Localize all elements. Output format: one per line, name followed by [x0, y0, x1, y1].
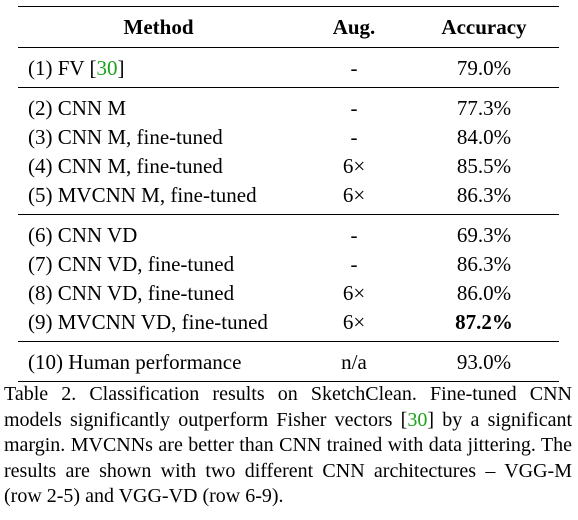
aug-cell: n/a: [341, 350, 367, 374]
header-row: Method Aug. Accuracy: [18, 6, 559, 48]
accuracy-cell: 93.0%: [456, 350, 512, 374]
accuracy-cell: 84.0%: [456, 125, 512, 149]
aug-cell: -: [350, 56, 358, 80]
table-row: (2) CNN M - 77.3%: [18, 87, 559, 124]
accuracy-cell: 86.0%: [456, 281, 512, 305]
aug-cell: 6×: [342, 154, 366, 178]
aug-cell: -: [350, 223, 358, 247]
accuracy-cell: 85.5%: [456, 154, 512, 178]
table-row: (7) CNN VD, fine-tuned - 86.3%: [18, 250, 559, 279]
method-cell: (4) CNN M, fine-tuned: [28, 154, 223, 178]
aug-cell: -: [350, 96, 358, 120]
best-accuracy-cell: 87.2%: [455, 310, 513, 334]
table-row: (9) MVCNN VD, fine-tuned 6× 87.2%: [18, 308, 559, 342]
results-table-container: Method Aug. Accuracy (1) FV [30] - 79.0%…: [18, 6, 559, 382]
caption-citation-link[interactable]: 30: [407, 408, 428, 431]
table-row: (1) FV [30] - 79.0%: [18, 47, 559, 88]
method-cell: (2) CNN M: [28, 96, 126, 120]
method-cell: (8) CNN VD, fine-tuned: [28, 281, 235, 305]
citation-link[interactable]: 30: [96, 56, 118, 80]
accuracy-cell: 86.3%: [456, 252, 512, 276]
header-method: Method: [123, 14, 194, 39]
method-cell: (6) CNN VD: [28, 223, 138, 247]
table-row: (8) CNN VD, fine-tuned 6× 86.0%: [18, 279, 559, 308]
table-row: (5) MVCNN M, fine-tuned 6× 86.3%: [18, 181, 559, 215]
aug-cell: -: [350, 125, 358, 149]
header-accuracy: Accuracy: [441, 14, 527, 39]
method-cell: (9) MVCNN VD, fine-tuned: [28, 310, 268, 334]
aug-cell: 6×: [342, 183, 366, 207]
accuracy-cell: 79.0%: [456, 56, 512, 80]
results-table: Method Aug. Accuracy (1) FV [30] - 79.0%…: [18, 6, 559, 382]
aug-cell: 6×: [342, 310, 366, 334]
method-cell: (5) MVCNN M, fine-tuned: [28, 183, 257, 207]
table-row: (4) CNN M, fine-tuned 6× 85.5%: [18, 152, 559, 181]
method-cell: (3) CNN M, fine-tuned: [28, 125, 223, 149]
header-aug: Aug.: [332, 14, 376, 39]
aug-cell: -: [350, 252, 358, 276]
table-row: (3) CNN M, fine-tuned - 84.0%: [18, 123, 559, 152]
table-caption: Table 2. Classification results on Sketc…: [4, 383, 572, 507]
accuracy-cell: 77.3%: [456, 96, 512, 120]
table-row: (10) Human performance n/a 93.0%: [18, 341, 559, 382]
method-cell: (1) FV [30]: [28, 56, 125, 80]
method-cell: (7) CNN VD, fine-tuned: [28, 252, 235, 276]
aug-cell: 6×: [342, 281, 366, 305]
method-cell: (10) Human performance: [28, 350, 242, 374]
accuracy-cell: 69.3%: [456, 223, 512, 247]
accuracy-cell: 86.3%: [456, 183, 512, 207]
table-row: (6) CNN VD - 69.3%: [18, 214, 559, 251]
